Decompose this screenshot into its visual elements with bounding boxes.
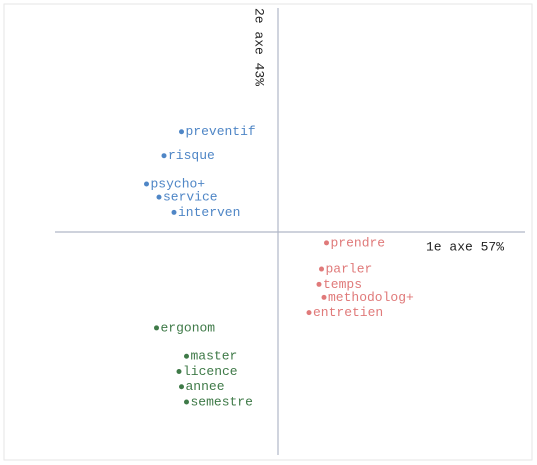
point-label: psycho+ (151, 176, 206, 191)
point (179, 384, 184, 390)
point (176, 369, 182, 375)
point (321, 294, 327, 300)
x-label-bg (424, 239, 504, 254)
point (184, 353, 189, 359)
point (144, 181, 149, 187)
x-axis-label: 1e axe 57% (426, 239, 504, 254)
point-label: service (163, 190, 218, 205)
point (156, 194, 162, 200)
point (319, 266, 324, 272)
point (184, 399, 189, 405)
point-label: methodolog+ (328, 290, 414, 305)
point-label: parler (326, 261, 373, 276)
point-label: preventif (186, 124, 256, 139)
point-label: semestre (191, 394, 253, 409)
y-axis-label: 2e axe 43% (252, 8, 267, 86)
point (154, 325, 159, 331)
point-label: master (191, 349, 238, 364)
point (324, 240, 329, 246)
point (306, 310, 312, 316)
point (171, 209, 177, 215)
point-label: risque (168, 148, 215, 163)
point-label: prendre (331, 235, 386, 250)
point-label: interven (178, 205, 240, 220)
point (161, 153, 167, 159)
point-label: ergonom (161, 320, 216, 335)
point-label: entretien (313, 305, 383, 320)
point-label: temps (323, 277, 362, 292)
point-label: licence (183, 364, 238, 379)
point (179, 129, 184, 135)
point (316, 281, 322, 287)
point-label: annee (186, 379, 225, 394)
